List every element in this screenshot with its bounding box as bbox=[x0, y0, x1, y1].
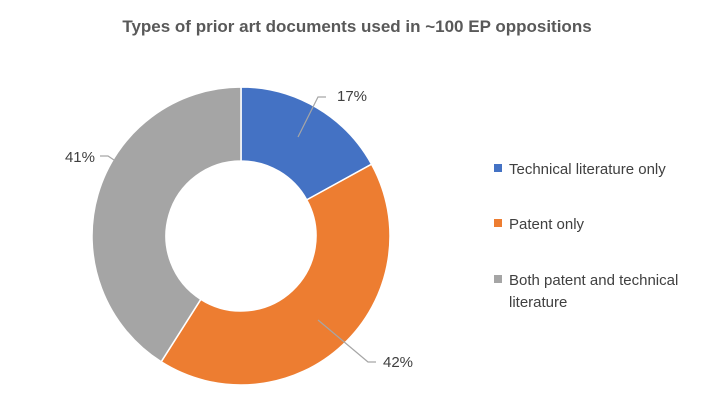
legend-swatch bbox=[494, 164, 502, 172]
slice-patent-only bbox=[160, 163, 391, 386]
chart-title: Types of prior art documents used in ~10… bbox=[122, 17, 591, 36]
leader-line bbox=[297, 96, 326, 138]
data-label: 41% bbox=[65, 149, 95, 166]
leader-line bbox=[100, 155, 115, 161]
legend-item: Technical literature only bbox=[494, 161, 666, 178]
legend-swatch bbox=[494, 219, 502, 227]
legend-label: Both patent and technical literature bbox=[509, 272, 678, 311]
leader-lines bbox=[100, 96, 376, 363]
legend: Technical literature only Patent only Both… bbox=[494, 161, 678, 311]
legend-label: Patent only bbox=[509, 216, 585, 233]
leader-line bbox=[317, 319, 376, 363]
donut-slices bbox=[91, 86, 391, 386]
data-label: 17% bbox=[337, 88, 367, 105]
legend-item: Patent only bbox=[494, 216, 585, 233]
legend-label: Technical literature only bbox=[509, 161, 666, 178]
legend-swatch bbox=[494, 275, 502, 283]
slice-both-patent-and-technical-literature bbox=[91, 86, 242, 363]
data-labels: 17% 42% 41% bbox=[65, 88, 413, 371]
legend-item: Both patent and technical literature bbox=[494, 272, 678, 311]
data-label: 42% bbox=[383, 354, 413, 371]
